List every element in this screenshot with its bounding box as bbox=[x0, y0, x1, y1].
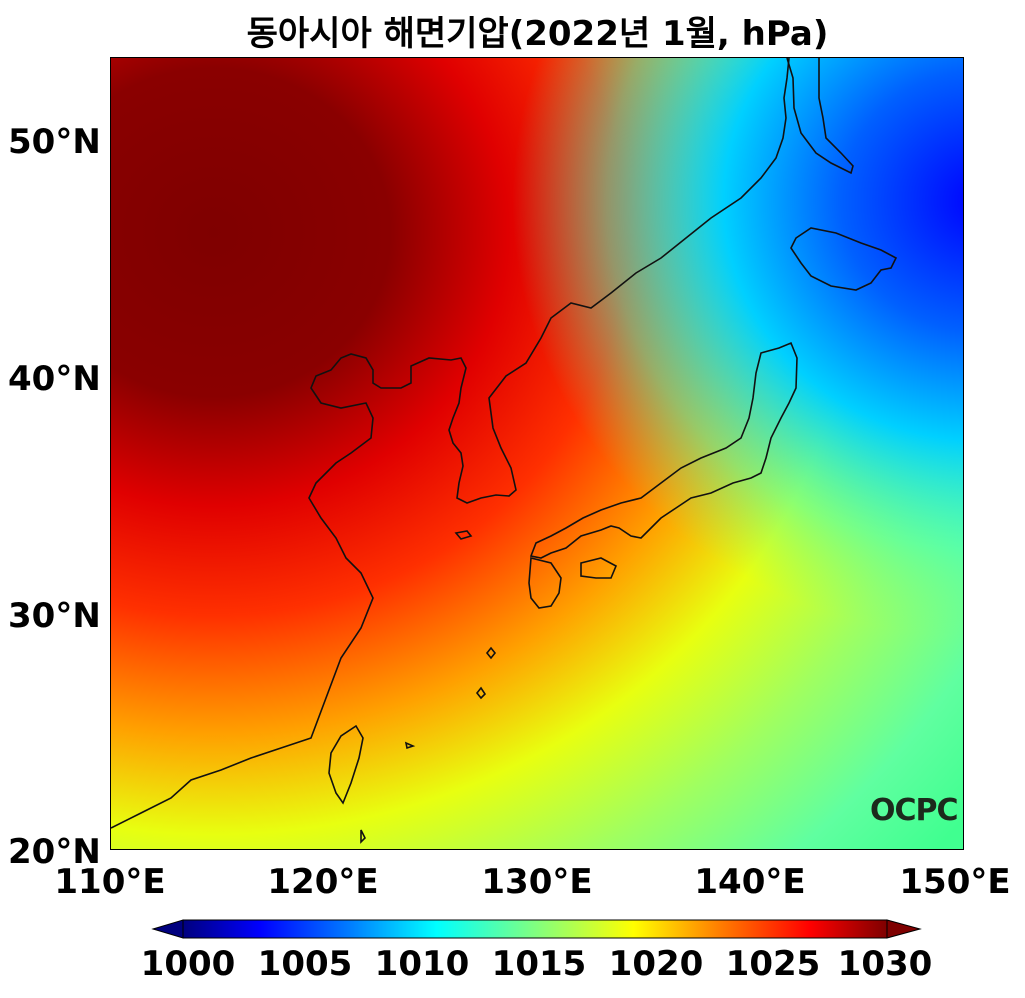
colorbar-tick-1030: 1030 bbox=[837, 944, 933, 984]
colorbar-tick-1020: 1020 bbox=[608, 944, 704, 984]
x-tick-120E: 120°E bbox=[267, 862, 379, 902]
colorbar-tick-1025: 1025 bbox=[725, 944, 821, 984]
y-tick-40N: 40°N bbox=[8, 359, 101, 399]
map-title: 동아시아 해면기압(2022년 1월, hPa) bbox=[246, 14, 829, 54]
colorbar-tick-1005: 1005 bbox=[257, 944, 353, 984]
low-pressure-field bbox=[111, 58, 963, 849]
ocpc-logo: OCPC bbox=[870, 793, 959, 828]
y-tick-30N: 30°N bbox=[8, 596, 101, 636]
y-tick-20N: 20°N bbox=[8, 832, 101, 872]
x-tick-140E: 140°E bbox=[694, 862, 806, 902]
colorbar-tick-1015: 1015 bbox=[491, 944, 587, 984]
x-tick-110E: 110°E bbox=[54, 862, 166, 902]
colorbar-tick-1010: 1010 bbox=[374, 944, 470, 984]
coastlines bbox=[111, 58, 898, 844]
pressure-map bbox=[110, 57, 964, 850]
colorbar bbox=[151, 919, 922, 939]
y-tick-50N: 50°N bbox=[8, 122, 101, 162]
x-tick-150E: 150°E bbox=[899, 862, 1011, 902]
colorbar-tick-1000: 1000 bbox=[140, 944, 236, 984]
pressure-field bbox=[111, 58, 963, 849]
colorbar-gradient bbox=[182, 919, 888, 939]
x-tick-130E: 130°E bbox=[481, 862, 593, 902]
colorbar-max-arrow bbox=[886, 919, 922, 939]
colorbar-min-arrow bbox=[151, 919, 184, 939]
